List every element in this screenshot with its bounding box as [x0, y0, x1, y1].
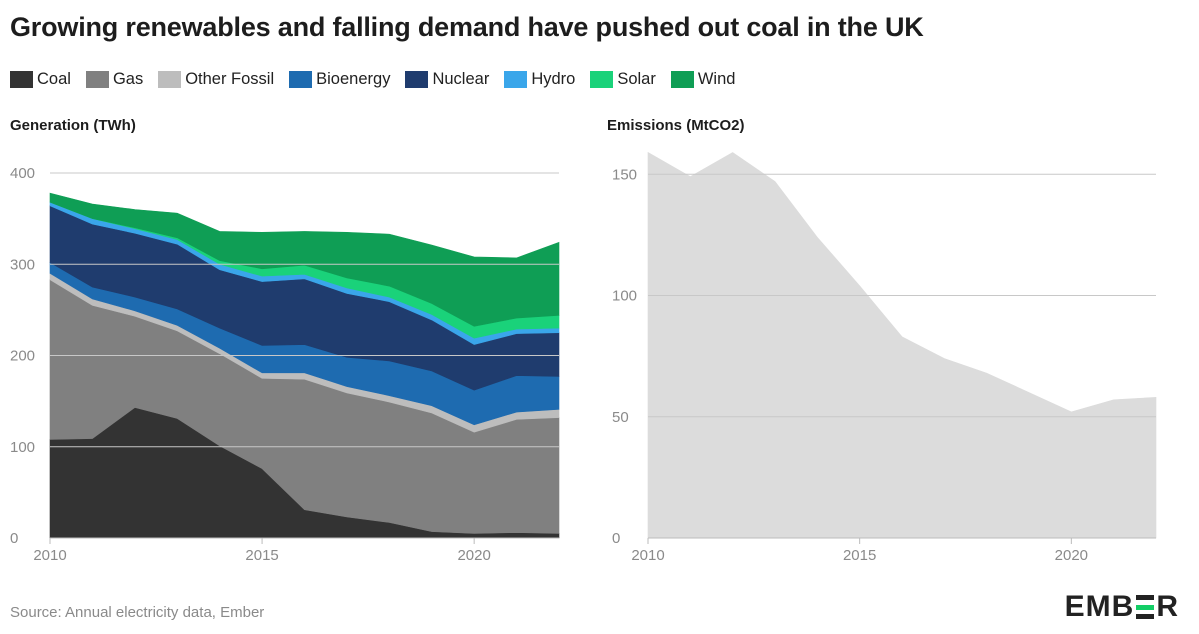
emissions-xtick-2020: 2020	[1055, 547, 1088, 564]
generation-ytick-300: 300	[10, 256, 35, 273]
logo-e-mark	[1136, 595, 1155, 619]
legend-label-hydro: Hydro	[531, 70, 576, 88]
legend-label-bioenergy: Bioenergy	[316, 70, 391, 88]
generation-ytick-200: 200	[10, 348, 35, 365]
emissions-ytick-0: 0	[612, 530, 620, 547]
legend-swatch-wind	[670, 71, 694, 88]
source-note: Source: Annual electricity data, Ember	[10, 604, 265, 621]
generation-ytick-100: 100	[10, 439, 35, 456]
legend-swatch-hydro	[504, 71, 528, 88]
emissions-chart-title: Emissions (MtCO2)	[607, 117, 745, 134]
legend-swatch-bioenergy	[289, 71, 313, 88]
legend-item-gas: Gas	[85, 70, 144, 89]
emissions-ytick-150: 150	[612, 166, 637, 183]
legend-swatch-other-fossil	[158, 71, 182, 88]
generation-xtick-2020: 2020	[457, 547, 490, 564]
legend-label-solar: Solar	[617, 70, 656, 88]
legend-swatch-coal	[10, 71, 33, 88]
generation-ytick-0: 0	[10, 530, 18, 547]
legend-item-nuclear: Nuclear	[405, 70, 489, 89]
legend-label-wind: Wind	[697, 70, 736, 88]
legend: Coal Gas Other Fossil Bioenergy Nuclear …	[10, 70, 750, 89]
logo-text-suffix: R	[1156, 590, 1179, 623]
emissions-ytick-100: 100	[612, 288, 637, 305]
legend-swatch-nuclear	[405, 71, 429, 88]
legend-item-other-fossil: Other Fossil	[158, 70, 274, 89]
legend-item-solar: Solar	[590, 70, 656, 89]
legend-label-coal: Coal	[37, 70, 71, 88]
emissions-chart: 0 50 100 150 2010 2015 2020	[612, 151, 1157, 564]
emissions-ytick-50: 50	[612, 409, 629, 426]
legend-item-coal: Coal	[10, 70, 71, 89]
generation-chart-title: Generation (TWh)	[10, 117, 136, 134]
legend-label-nuclear: Nuclear	[432, 70, 490, 88]
emissions-xtick-2015: 2015	[843, 547, 876, 564]
emissions-xtick-2010: 2010	[631, 547, 664, 564]
generation-ytick-400: 400	[10, 165, 35, 182]
legend-item-bioenergy: Bioenergy	[289, 70, 390, 89]
legend-label-other-fossil: Other Fossil	[185, 70, 275, 88]
legend-label-gas: Gas	[112, 70, 144, 88]
legend-item-wind: Wind	[670, 70, 736, 89]
emissions-area-emissions	[647, 151, 1157, 539]
legend-swatch-gas	[85, 71, 109, 88]
generation-chart: 0 100 200 300 400 2010 2015 2020	[10, 165, 560, 564]
legend-item-hydro: Hydro	[504, 70, 575, 89]
generation-xtick-2010: 2010	[33, 547, 66, 564]
ember-logo: EMB R	[1065, 590, 1179, 624]
logo-text-prefix: EMB	[1064, 590, 1135, 623]
generation-area-wind	[49, 192, 560, 327]
generation-xtick-2015: 2015	[245, 547, 278, 564]
chart-title: Growing renewables and falling demand ha…	[10, 12, 924, 42]
legend-swatch-solar	[590, 71, 614, 88]
